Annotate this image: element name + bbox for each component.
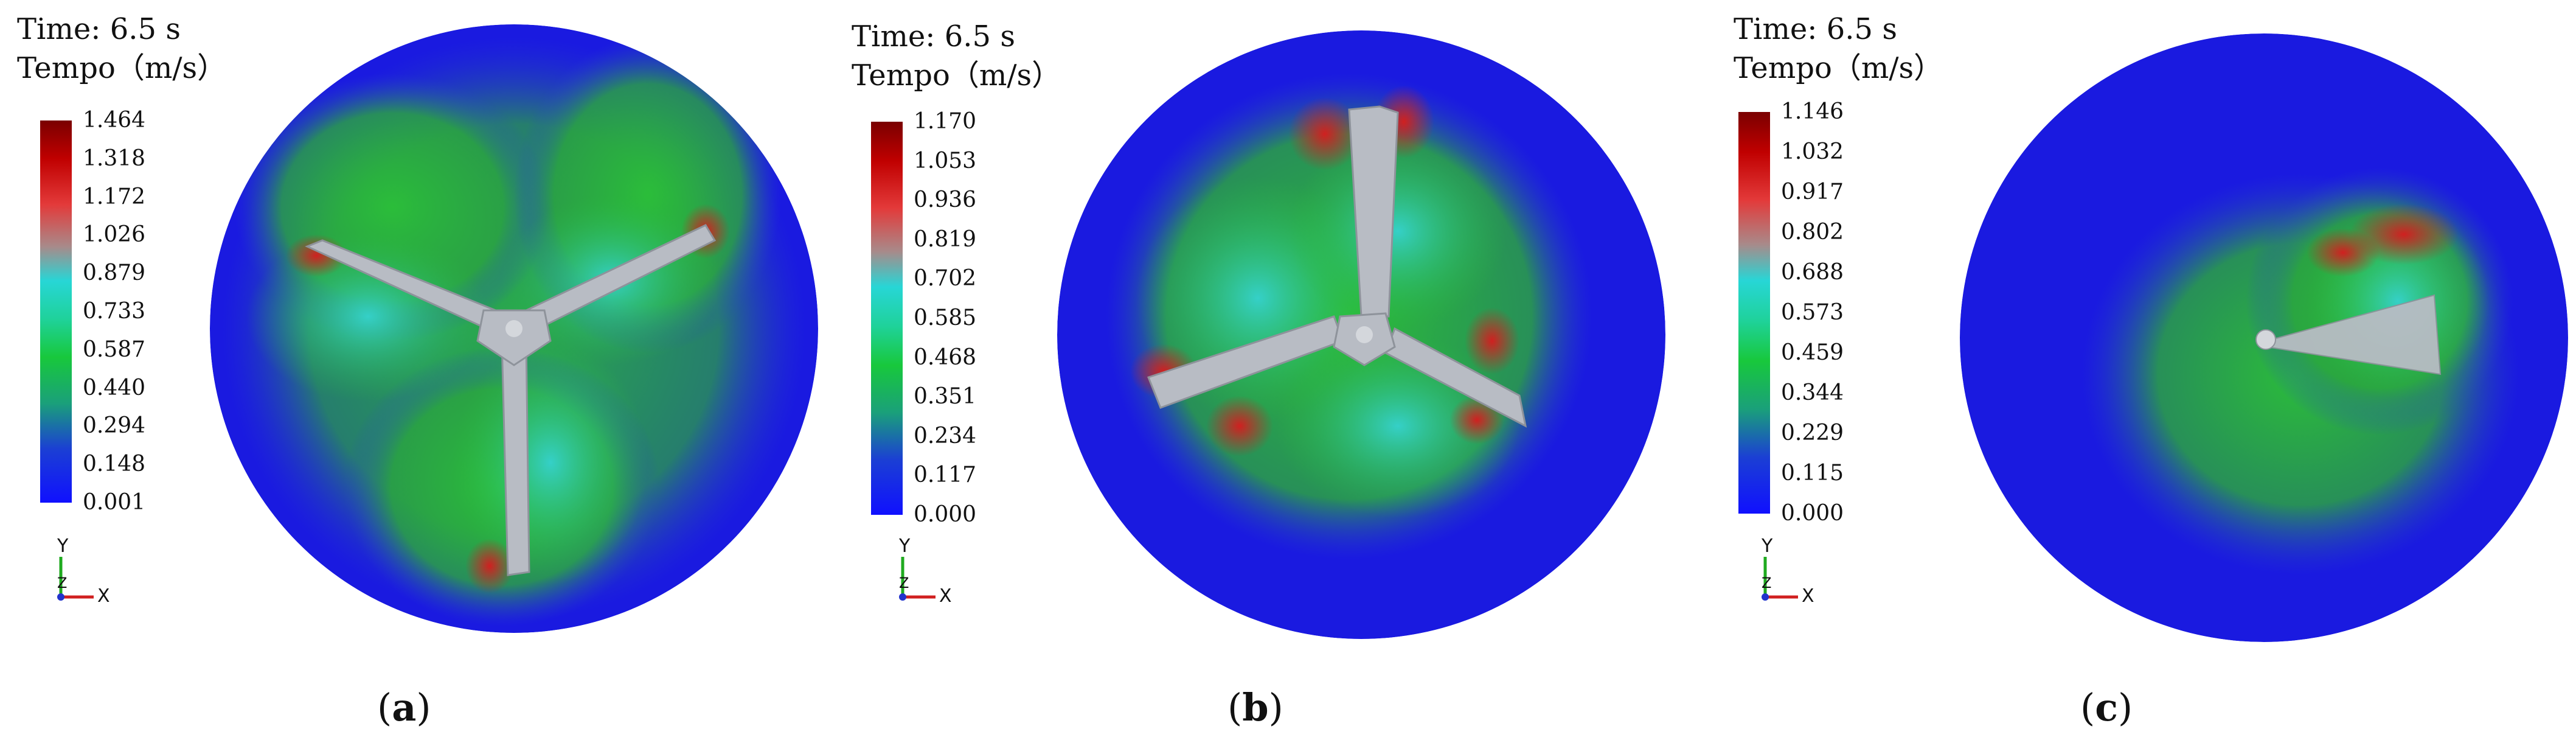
axis-triad: Y Z X (54, 536, 120, 607)
time-label: Time: 6.5 s (1734, 12, 1897, 46)
colorbar: 1.170 1.053 0.936 0.819 0.702 0.585 0.46… (871, 111, 1029, 526)
colorbar-tick: 0.440 (83, 375, 146, 400)
axis-z-label: Z (1762, 574, 1772, 592)
colorbar: 1.146 1.032 0.917 0.802 0.688 0.573 0.45… (1738, 101, 1897, 525)
axis-triad-icon (899, 557, 936, 601)
colorbar-tick: 1.053 (914, 148, 977, 173)
colorbar-gradient (871, 122, 903, 515)
colorbar-tick: 0.000 (1781, 501, 1844, 526)
panel-a: Time: 6.5 s Tempo（m/s） 1.464 1.318 1.172… (0, 0, 852, 754)
colorbar-tick: 0.148 (83, 452, 146, 477)
time-label: Time: 6.5 s (17, 12, 181, 46)
colorbar-tick: 1.318 (83, 145, 146, 171)
caption-close: ) (2117, 685, 2133, 730)
axis-x-label: X (97, 585, 110, 607)
particle-velocity-field (1057, 30, 1665, 639)
colorbar-tick: 0.294 (83, 413, 146, 439)
quantity-label: Tempo（m/s） (1734, 51, 1943, 85)
caption-open: ( (1227, 685, 1243, 730)
particle-disk (1960, 33, 2568, 642)
caption-close: ) (1268, 685, 1283, 730)
caption-c: (c) (2080, 686, 2133, 729)
colorbar: 1.464 1.318 1.172 1.026 0.879 0.733 0.58… (40, 110, 198, 514)
colorbar-ticks: 1.170 1.053 0.936 0.819 0.702 0.585 0.46… (914, 111, 1035, 526)
caption-letter: c (2095, 685, 2118, 730)
colorbar-tick: 0.573 (1781, 300, 1844, 325)
axis-z-label: Z (899, 574, 909, 592)
axis-z-label: Z (57, 574, 68, 592)
colorbar-tick: 0.917 (1781, 180, 1844, 204)
axis-y-label: Y (1762, 536, 1773, 557)
panel-b: Time: 6.5 s Tempo（m/s） 1.170 1.053 0.936… (852, 0, 1734, 754)
colorbar-tick: 0.117 (914, 463, 977, 488)
colorbar-tick: 0.001 (83, 490, 146, 515)
caption-letter: a (392, 685, 417, 730)
axis-y-label: Y (57, 536, 69, 557)
colorbar-gradient (40, 120, 72, 503)
particle-disk (1057, 30, 1665, 639)
axis-triad-icon (57, 557, 94, 601)
panel-a-header: Time: 6.5 s Tempo（m/s） (17, 10, 226, 88)
particle-disk (210, 24, 818, 633)
colorbar-tick: 0.459 (1781, 340, 1844, 365)
colorbar-tick: 0.344 (1781, 380, 1844, 405)
colorbar-tick: 0.688 (1781, 260, 1844, 285)
colorbar-tick: 1.464 (83, 108, 146, 133)
colorbar-tick: 0.819 (914, 226, 977, 252)
colorbar-tick: 1.172 (83, 184, 146, 209)
axis-triad: Y Z X (1758, 536, 1825, 607)
caption-a: (a) (377, 686, 431, 729)
panel-c: Time: 6.5 s Tempo（m/s） 1.146 1.032 0.917… (1734, 0, 2576, 754)
caption-close: ) (416, 685, 431, 730)
colorbar-tick: 0.000 (914, 502, 977, 527)
caption-b: (b) (1227, 686, 1283, 729)
colorbar-tick: 0.802 (1781, 220, 1844, 245)
colorbar-tick: 0.585 (914, 305, 977, 330)
colorbar-tick: 0.587 (83, 337, 146, 362)
quantity-label: Tempo（m/s） (17, 51, 227, 85)
quantity-label: Tempo（m/s） (852, 58, 1061, 93)
axis-triad-icon (1762, 557, 1798, 601)
colorbar-tick: 1.146 (1781, 99, 1844, 124)
axis-x-label: X (939, 585, 952, 607)
panel-c-header: Time: 6.5 s Tempo（m/s） (1734, 10, 1943, 88)
axis-x-label: X (1802, 585, 1814, 607)
colorbar-tick: 0.115 (1781, 461, 1844, 486)
caption-letter: b (1242, 685, 1269, 730)
colorbar-tick: 0.229 (1781, 421, 1844, 445)
colorbar-tick: 0.468 (914, 344, 977, 370)
colorbar-ticks: 1.464 1.318 1.172 1.026 0.879 0.733 0.58… (83, 110, 204, 514)
colorbar-tick: 0.702 (914, 266, 977, 291)
axis-y-label: Y (899, 536, 911, 557)
panel-b-header: Time: 6.5 s Tempo（m/s） (852, 17, 1061, 95)
colorbar-gradient (1738, 112, 1770, 514)
caption-open: ( (2080, 685, 2095, 730)
particle-velocity-field (210, 24, 818, 633)
caption-open: ( (377, 685, 392, 730)
colorbar-ticks: 1.146 1.032 0.917 0.802 0.688 0.573 0.45… (1781, 101, 1903, 525)
colorbar-tick: 0.936 (914, 187, 977, 213)
colorbar-tick: 0.879 (83, 260, 146, 286)
particle-velocity-field (1960, 33, 2568, 642)
colorbar-tick: 0.351 (914, 384, 977, 410)
time-label: Time: 6.5 s (852, 19, 1015, 54)
colorbar-tick: 1.170 (914, 109, 977, 134)
colorbar-tick: 0.733 (83, 299, 146, 324)
colorbar-tick: 1.026 (83, 222, 146, 248)
colorbar-tick: 0.234 (914, 423, 977, 449)
axis-triad: Y Z X (895, 536, 962, 607)
colorbar-tick: 1.032 (1781, 139, 1844, 164)
